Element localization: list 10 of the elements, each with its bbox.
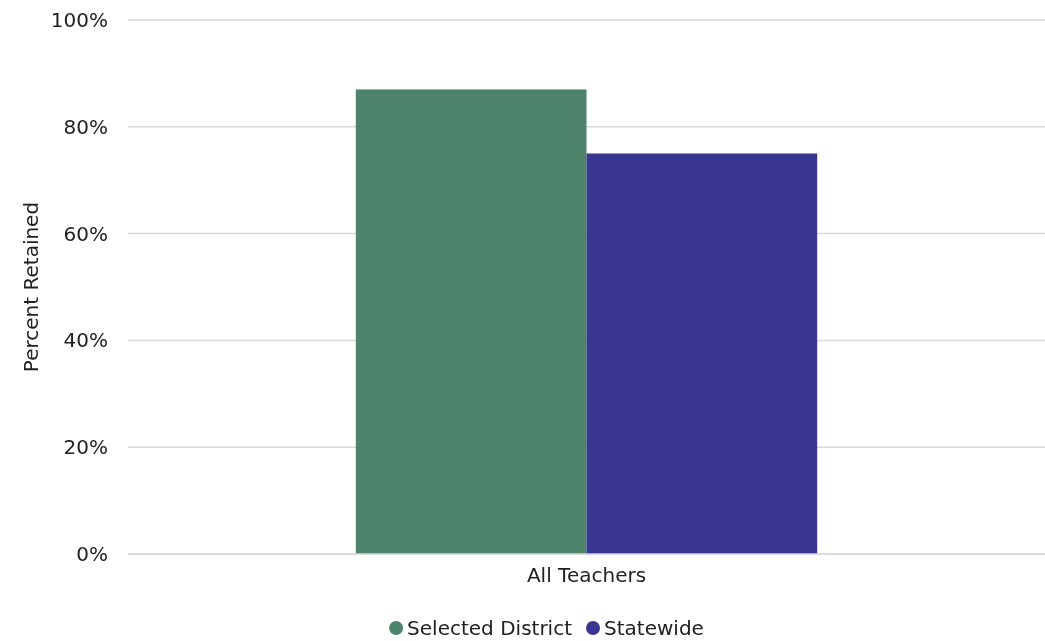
y-tick-label: 100% [50, 7, 108, 32]
y-tick-label: 20% [63, 435, 108, 460]
legend-label: Selected District [407, 616, 573, 640]
y-tick-label: 60% [63, 221, 108, 246]
y-tick-label: 80% [63, 114, 108, 139]
x-tick-label: All Teachers [526, 563, 647, 588]
y-tick-label: 40% [63, 328, 108, 353]
y-tick-label: 0% [76, 541, 108, 566]
y-axis-title: Percent Retained [19, 201, 43, 373]
legend-label: Statewide [604, 616, 704, 640]
